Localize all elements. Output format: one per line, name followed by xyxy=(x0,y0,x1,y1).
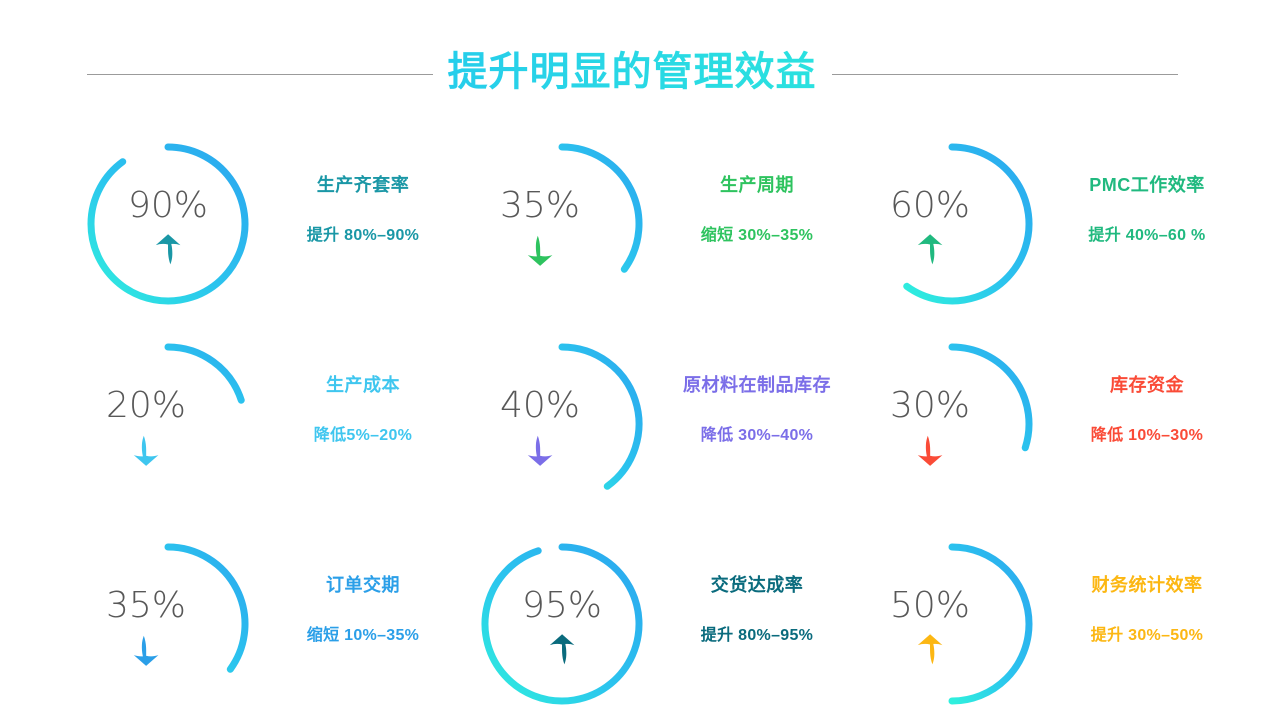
progress-ring: 40% xyxy=(474,325,650,525)
metric-card[interactable]: 35% 生产周期 缩短 30%–35% xyxy=(468,125,862,325)
metric-title: 订单交期 xyxy=(326,575,400,595)
progress-ring-svg xyxy=(948,343,1033,452)
metric-detail: 降低 30%–40% xyxy=(700,427,814,444)
metric-card[interactable]: 40% 原材料在制品库存 降低 30%–40% xyxy=(468,325,862,525)
title-divider-left xyxy=(87,74,433,75)
progress-arc xyxy=(948,343,1033,452)
metric-text: 财务统计效率 提升 30%–50% xyxy=(1042,525,1252,725)
progress-ring-svg xyxy=(558,143,643,273)
metric-text: PMC工作效率 提升 40%–60 % xyxy=(1042,125,1252,325)
metric-card[interactable]: 60% PMC工作效率 提升 40%–60 % xyxy=(858,125,1252,325)
page-header: 提升明显的管理效益 xyxy=(0,0,1264,118)
progress-ring-svg xyxy=(481,543,643,705)
metric-card[interactable]: 20% 生产成本 降低5%–20% xyxy=(74,325,468,525)
progress-ring: 90% xyxy=(80,125,256,325)
progress-ring: 95% xyxy=(474,525,650,725)
metric-detail: 提升 80%–90% xyxy=(306,227,420,244)
metric-detail: 提升 30%–50% xyxy=(1090,627,1204,644)
metric-title: PMC工作效率 xyxy=(1089,175,1205,195)
metric-title: 原材料在制品库存 xyxy=(683,375,831,395)
progress-arc xyxy=(903,143,1033,305)
metric-title: 库存资金 xyxy=(1110,375,1184,395)
progress-ring: 35% xyxy=(80,525,256,725)
metric-detail: 提升 80%–95% xyxy=(700,627,814,644)
metric-text: 订单交期缩短 10%–35% xyxy=(258,525,468,725)
metric-card[interactable]: 90% 生产齐套率 提升 80%–90% xyxy=(74,125,468,325)
progress-ring-svg xyxy=(558,343,643,490)
progress-ring-svg xyxy=(164,343,245,404)
metric-title: 财务统计效率 xyxy=(1091,575,1203,595)
progress-arc xyxy=(481,543,643,705)
progress-ring-svg xyxy=(948,543,1033,705)
progress-arc xyxy=(558,343,643,490)
metric-detail: 缩短 10%–35% xyxy=(306,627,420,644)
metric-text: 生产成本降低5%–20% xyxy=(258,325,468,525)
metric-card[interactable]: 50% 财务统计效率 提升 30%–50% xyxy=(858,525,1252,725)
metric-card[interactable]: 95% 交货达成率 提升 80%–95% xyxy=(468,525,862,725)
progress-ring: 20% xyxy=(80,325,256,525)
title-divider-right xyxy=(832,74,1178,75)
progress-arc xyxy=(164,543,249,673)
metric-title: 生产齐套率 xyxy=(316,175,410,195)
metric-text: 交货达成率提升 80%–95% xyxy=(652,525,862,725)
metric-title: 生产周期 xyxy=(720,175,794,195)
progress-arc xyxy=(558,143,643,273)
progress-ring: 35% xyxy=(474,125,650,325)
metric-detail: 提升 40%–60 % xyxy=(1088,227,1206,244)
metric-text: 库存资金降低 10%–30% xyxy=(1042,325,1252,525)
page-title: 提升明显的管理效益 xyxy=(0,44,1264,100)
metric-card[interactable]: 35% 订单交期 缩短 10%–35% xyxy=(74,525,468,725)
progress-ring: 50% xyxy=(864,525,1040,725)
metric-text: 生产齐套率提升 80%–90% xyxy=(258,125,468,325)
progress-arc xyxy=(87,143,249,305)
metric-detail: 降低5%–20% xyxy=(313,427,413,444)
metric-card[interactable]: 30% 库存资金 降低 10%–30% xyxy=(858,325,1252,525)
metric-title: 交货达成率 xyxy=(710,575,804,595)
progress-arc xyxy=(948,543,1033,705)
progress-ring-svg xyxy=(903,143,1033,305)
metric-detail: 降低 10%–30% xyxy=(1090,427,1204,444)
progress-ring: 60% xyxy=(864,125,1040,325)
metric-detail: 缩短 30%–35% xyxy=(700,227,814,244)
metric-text: 生产周期缩短 30%–35% xyxy=(652,125,862,325)
progress-ring-svg xyxy=(164,543,249,673)
metric-title: 生产成本 xyxy=(326,375,400,395)
progress-arc xyxy=(164,343,245,404)
progress-ring-svg xyxy=(87,143,249,305)
metric-text: 原材料在制品库存 降低 30%–40% xyxy=(652,325,862,525)
metrics-grid: 90% 生产齐套率 提升 80%–90% 35% 生产周期 缩短 30%–35% 60% PM… xyxy=(0,118,1264,710)
progress-ring: 30% xyxy=(864,325,1040,525)
